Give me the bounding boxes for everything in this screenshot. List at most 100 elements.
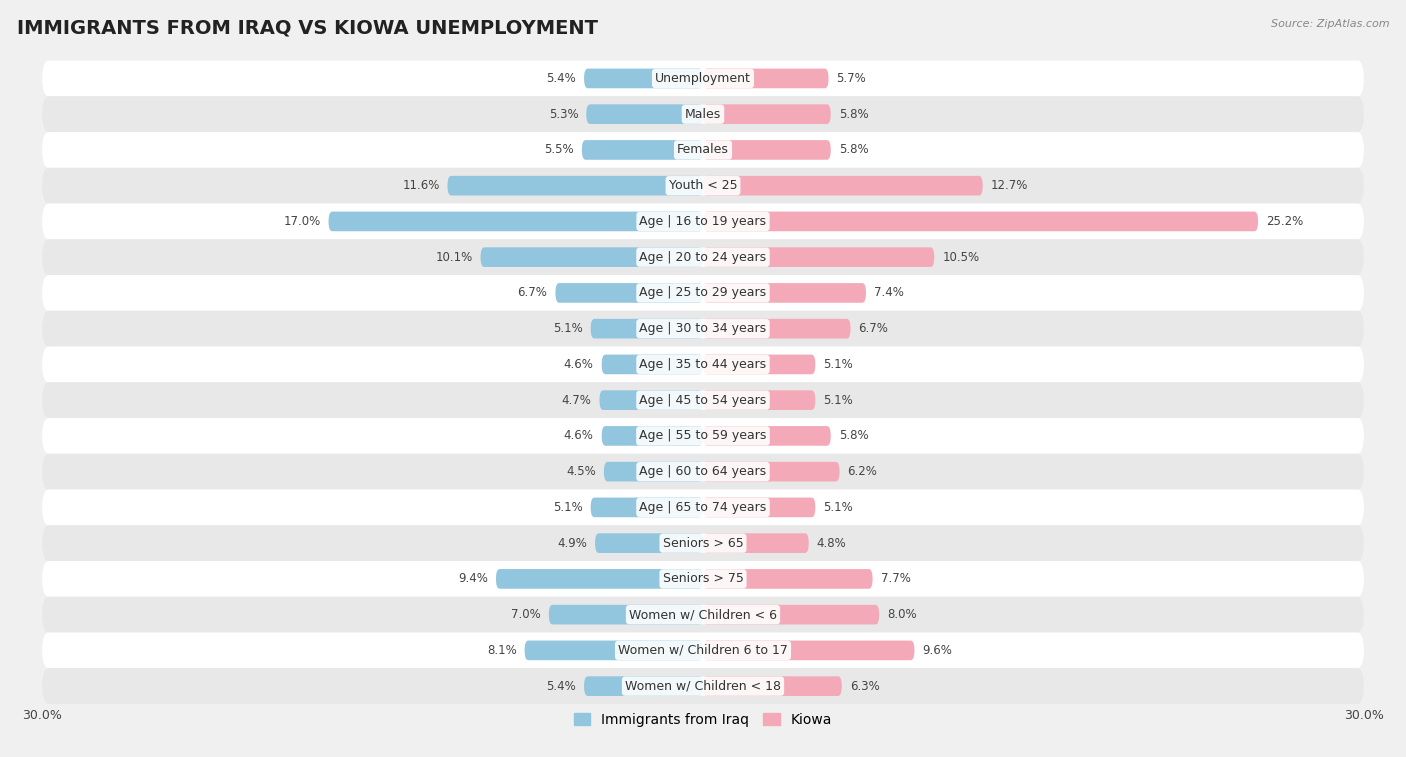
Text: 9.6%: 9.6% <box>922 644 952 657</box>
FancyBboxPatch shape <box>703 391 815 410</box>
Text: 5.1%: 5.1% <box>824 394 853 407</box>
FancyBboxPatch shape <box>42 418 1364 453</box>
Text: 7.7%: 7.7% <box>880 572 911 585</box>
Text: 6.2%: 6.2% <box>848 465 877 478</box>
FancyBboxPatch shape <box>703 104 831 124</box>
Text: Seniors > 65: Seniors > 65 <box>662 537 744 550</box>
Text: 4.9%: 4.9% <box>557 537 588 550</box>
FancyBboxPatch shape <box>595 534 703 553</box>
FancyBboxPatch shape <box>603 462 703 481</box>
FancyBboxPatch shape <box>496 569 703 589</box>
Text: Males: Males <box>685 107 721 120</box>
FancyBboxPatch shape <box>548 605 703 625</box>
Text: 12.7%: 12.7% <box>991 179 1028 192</box>
FancyBboxPatch shape <box>703 534 808 553</box>
FancyBboxPatch shape <box>703 283 866 303</box>
FancyBboxPatch shape <box>42 382 1364 418</box>
Text: 25.2%: 25.2% <box>1265 215 1303 228</box>
FancyBboxPatch shape <box>329 212 703 231</box>
FancyBboxPatch shape <box>42 633 1364 668</box>
Text: 8.0%: 8.0% <box>887 608 917 621</box>
FancyBboxPatch shape <box>42 239 1364 275</box>
Text: Age | 55 to 59 years: Age | 55 to 59 years <box>640 429 766 442</box>
Text: Age | 25 to 29 years: Age | 25 to 29 years <box>640 286 766 300</box>
Text: 5.8%: 5.8% <box>839 143 869 157</box>
Text: Age | 60 to 64 years: Age | 60 to 64 years <box>640 465 766 478</box>
Text: 5.7%: 5.7% <box>837 72 866 85</box>
Text: 5.4%: 5.4% <box>547 72 576 85</box>
FancyBboxPatch shape <box>524 640 703 660</box>
FancyBboxPatch shape <box>703 140 831 160</box>
Text: Age | 16 to 19 years: Age | 16 to 19 years <box>640 215 766 228</box>
FancyBboxPatch shape <box>555 283 703 303</box>
FancyBboxPatch shape <box>703 640 914 660</box>
FancyBboxPatch shape <box>703 69 828 89</box>
Text: IMMIGRANTS FROM IRAQ VS KIOWA UNEMPLOYMENT: IMMIGRANTS FROM IRAQ VS KIOWA UNEMPLOYME… <box>17 19 598 38</box>
FancyBboxPatch shape <box>42 561 1364 597</box>
Text: 5.1%: 5.1% <box>824 501 853 514</box>
FancyBboxPatch shape <box>591 497 703 517</box>
FancyBboxPatch shape <box>703 676 842 696</box>
FancyBboxPatch shape <box>42 96 1364 132</box>
Text: 4.6%: 4.6% <box>564 358 593 371</box>
FancyBboxPatch shape <box>583 676 703 696</box>
Text: 7.0%: 7.0% <box>512 608 541 621</box>
Text: 11.6%: 11.6% <box>402 179 440 192</box>
FancyBboxPatch shape <box>582 140 703 160</box>
Text: Females: Females <box>678 143 728 157</box>
Text: 5.8%: 5.8% <box>839 107 869 120</box>
Text: 10.5%: 10.5% <box>942 251 980 263</box>
Text: 5.5%: 5.5% <box>544 143 574 157</box>
FancyBboxPatch shape <box>42 61 1364 96</box>
FancyBboxPatch shape <box>703 569 873 589</box>
Text: 5.1%: 5.1% <box>553 501 582 514</box>
Text: 5.4%: 5.4% <box>547 680 576 693</box>
Text: Source: ZipAtlas.com: Source: ZipAtlas.com <box>1271 19 1389 29</box>
Text: 4.6%: 4.6% <box>564 429 593 442</box>
Text: Youth < 25: Youth < 25 <box>669 179 737 192</box>
Text: 9.4%: 9.4% <box>458 572 488 585</box>
FancyBboxPatch shape <box>703 354 815 374</box>
Text: 5.3%: 5.3% <box>548 107 578 120</box>
FancyBboxPatch shape <box>703 212 1258 231</box>
FancyBboxPatch shape <box>447 176 703 195</box>
Text: 4.5%: 4.5% <box>567 465 596 478</box>
Text: 8.1%: 8.1% <box>486 644 516 657</box>
FancyBboxPatch shape <box>42 204 1364 239</box>
FancyBboxPatch shape <box>703 426 831 446</box>
Text: 5.8%: 5.8% <box>839 429 869 442</box>
Text: 4.8%: 4.8% <box>817 537 846 550</box>
FancyBboxPatch shape <box>703 605 879 625</box>
Text: Women w/ Children < 18: Women w/ Children < 18 <box>626 680 780 693</box>
Text: 7.4%: 7.4% <box>875 286 904 300</box>
Text: 6.7%: 6.7% <box>859 322 889 335</box>
Text: Age | 45 to 54 years: Age | 45 to 54 years <box>640 394 766 407</box>
Text: 5.1%: 5.1% <box>553 322 582 335</box>
Text: Age | 65 to 74 years: Age | 65 to 74 years <box>640 501 766 514</box>
FancyBboxPatch shape <box>481 248 703 267</box>
Text: Women w/ Children 6 to 17: Women w/ Children 6 to 17 <box>619 644 787 657</box>
Text: Age | 30 to 34 years: Age | 30 to 34 years <box>640 322 766 335</box>
FancyBboxPatch shape <box>591 319 703 338</box>
FancyBboxPatch shape <box>703 462 839 481</box>
FancyBboxPatch shape <box>42 453 1364 490</box>
FancyBboxPatch shape <box>42 668 1364 704</box>
FancyBboxPatch shape <box>583 69 703 89</box>
FancyBboxPatch shape <box>602 426 703 446</box>
FancyBboxPatch shape <box>42 168 1364 204</box>
FancyBboxPatch shape <box>42 275 1364 311</box>
Text: Age | 20 to 24 years: Age | 20 to 24 years <box>640 251 766 263</box>
FancyBboxPatch shape <box>42 132 1364 168</box>
Text: 5.1%: 5.1% <box>824 358 853 371</box>
FancyBboxPatch shape <box>599 391 703 410</box>
FancyBboxPatch shape <box>586 104 703 124</box>
FancyBboxPatch shape <box>42 347 1364 382</box>
FancyBboxPatch shape <box>703 497 815 517</box>
Text: 4.7%: 4.7% <box>561 394 592 407</box>
Legend: Immigrants from Iraq, Kiowa: Immigrants from Iraq, Kiowa <box>568 707 838 733</box>
FancyBboxPatch shape <box>703 319 851 338</box>
Text: Women w/ Children < 6: Women w/ Children < 6 <box>628 608 778 621</box>
Text: Age | 35 to 44 years: Age | 35 to 44 years <box>640 358 766 371</box>
FancyBboxPatch shape <box>703 176 983 195</box>
Text: 17.0%: 17.0% <box>284 215 321 228</box>
